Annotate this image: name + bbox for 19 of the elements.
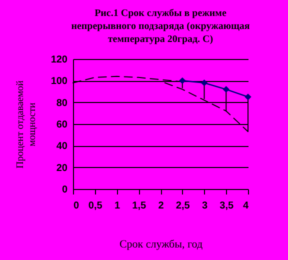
x-tick-label: 3 [202,200,208,212]
x-tick-label: 2,5 [176,200,190,212]
y-tick-label: 100 [50,76,68,88]
x-tick-label: 4 [242,200,249,212]
y-axis-title: Процент отдаваемой мощности [14,80,38,169]
x-tick-label: 3,5 [220,200,234,212]
y-tick-label: 120 [50,54,68,66]
x-tick-label: 1 [114,200,120,212]
x-tick-label: 1,5 [132,200,147,212]
y-tick-label: 40 [56,141,68,152]
x-axis-title: Срок службы, год [119,238,203,250]
x-tick-label: 0 [74,200,80,212]
x-tick-label: 2 [158,200,164,212]
y-tick-label: 80 [56,98,68,109]
y-tick-label: 0 [62,184,68,196]
x-tick-label: 0,5 [88,200,103,212]
y-tick-label: 60 [56,120,68,130]
chart-title: Рис.1 Срок службы в режиме непрерывного подзаряда (окружающая температура 20град. С) [71,8,250,45]
y-tick-label: 20 [56,162,68,174]
